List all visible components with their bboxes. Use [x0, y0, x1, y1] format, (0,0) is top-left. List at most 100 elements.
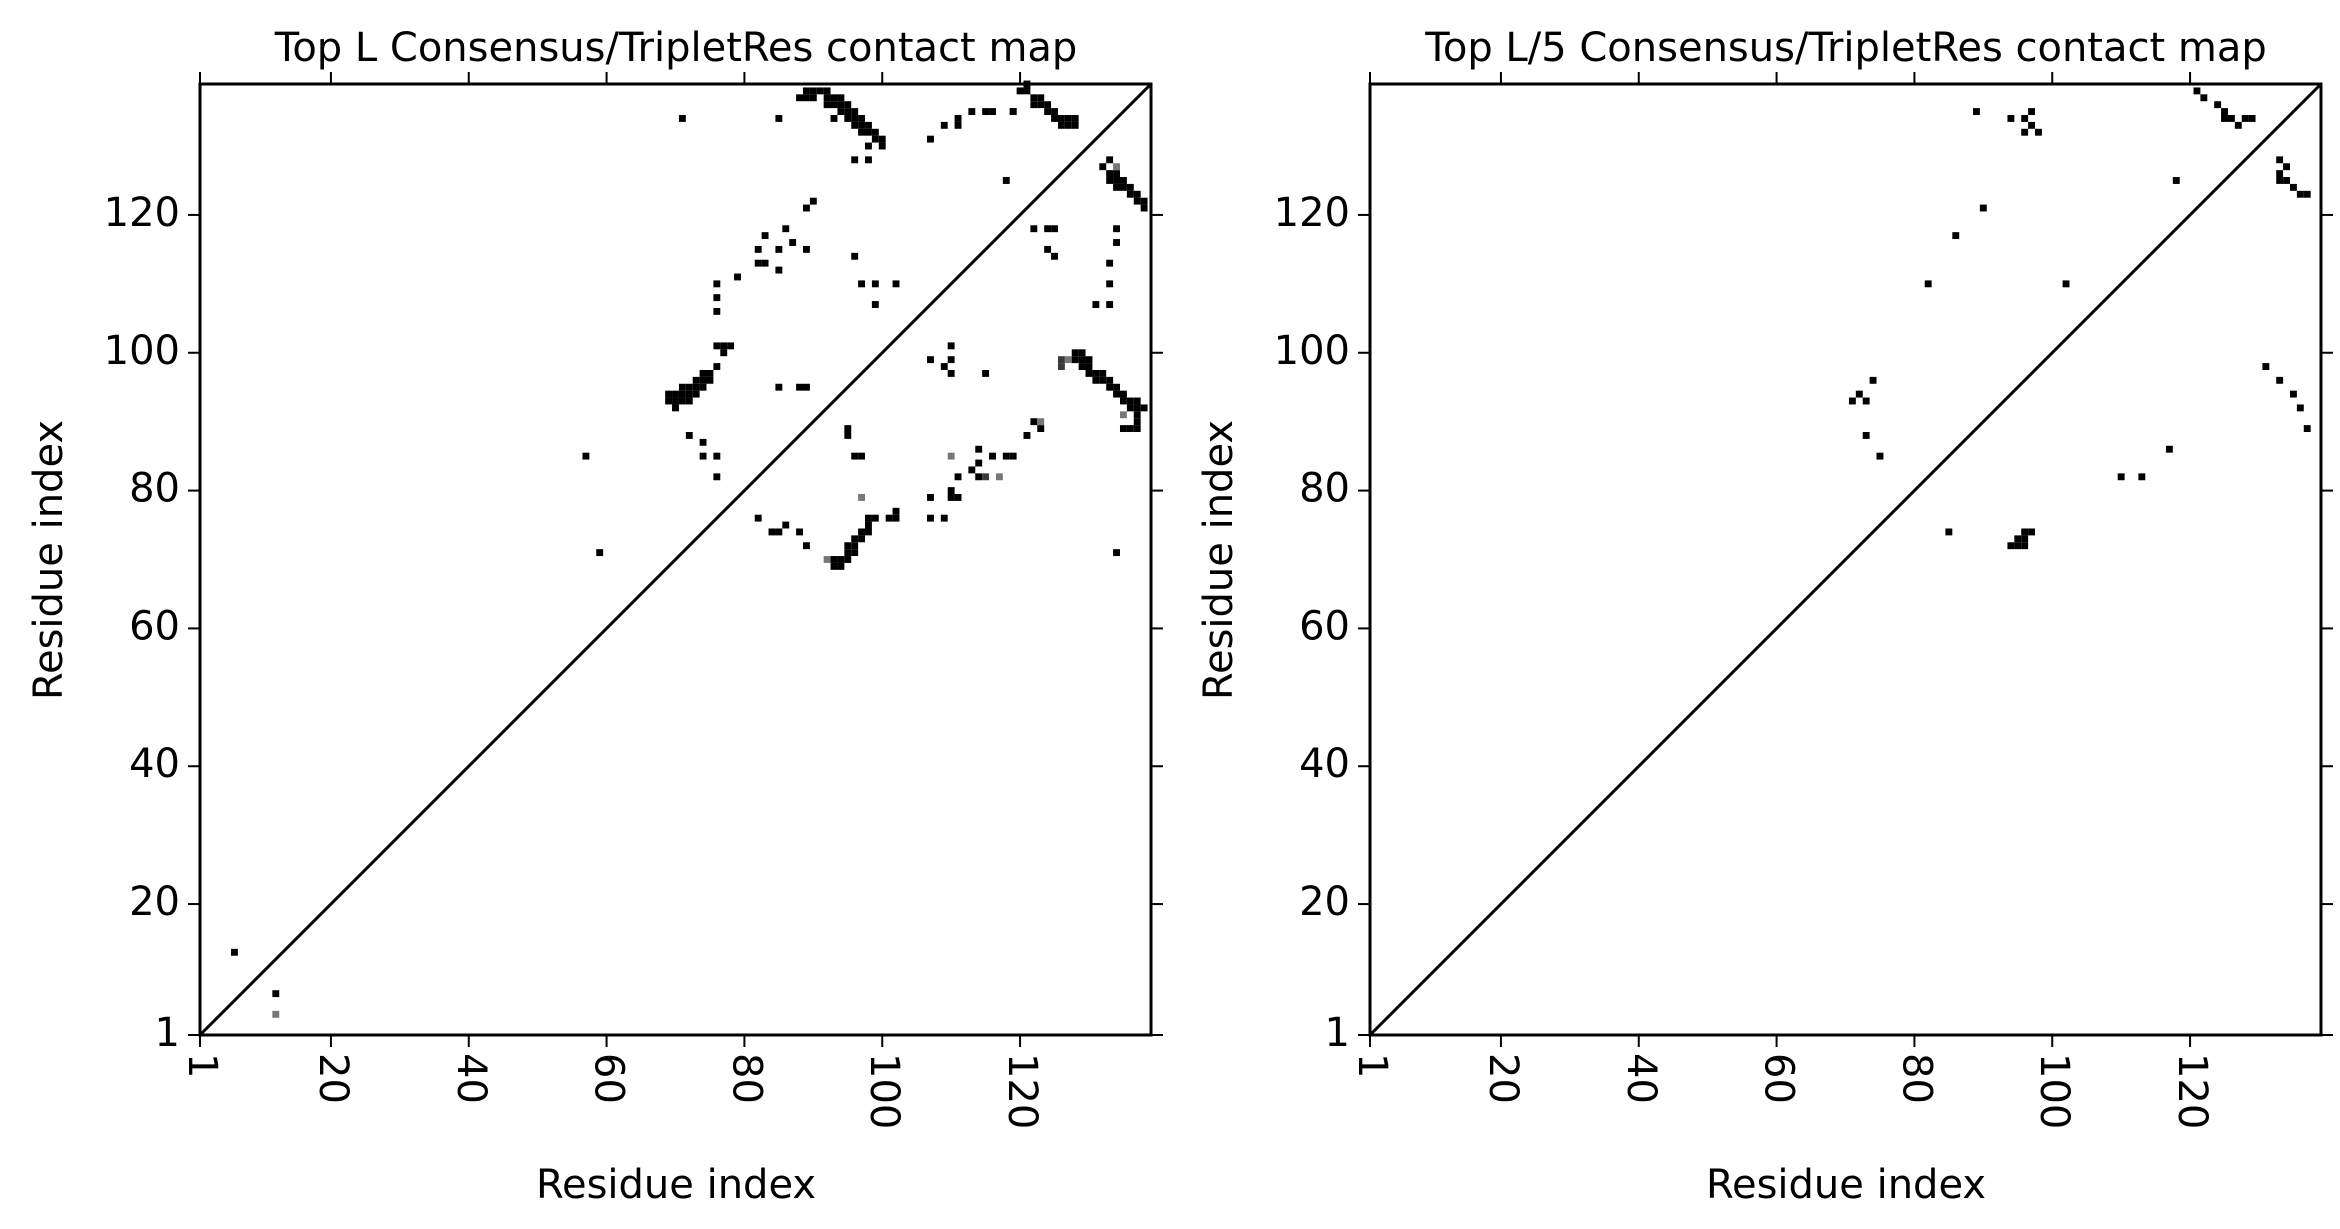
- lower-contact-cell: [858, 452, 866, 460]
- lower-contact-cell: [1106, 383, 1114, 391]
- lower-contact-cell: [844, 432, 852, 439]
- upper-contact-cell: [802, 94, 810, 102]
- upper-contact-cell: [954, 115, 962, 122]
- upper-contact-cell: [713, 452, 721, 460]
- lower-contact-cell: [865, 528, 872, 536]
- lower-contact-cell: [1085, 356, 1093, 364]
- lower-contact-cell: [1126, 190, 1134, 198]
- lower-contact-cell: [1092, 301, 1100, 308]
- upper-contact-cell: [713, 473, 721, 481]
- lower-contact-cell: [954, 494, 962, 501]
- lower-contact-cell: [1133, 197, 1141, 205]
- lower-contact-cell: [947, 356, 955, 364]
- upper-contact-cell: [789, 239, 797, 246]
- lower-contact-cell: [1113, 549, 1120, 557]
- lower-contact-cell: [995, 473, 1003, 481]
- upper-contact-cell: [830, 101, 838, 109]
- upper-contact-cell: [796, 94, 803, 102]
- right-contact-map-panel: Top L/5 Consensus/TripletRes contact map…: [1196, 25, 2333, 1208]
- upper-contact-cell: [672, 390, 679, 398]
- lower-contact-cell: [940, 363, 948, 370]
- x-axis-label: Residue index: [536, 1162, 816, 1208]
- lower-contact-cell: [1140, 204, 1148, 212]
- lower-contact-cell: [2165, 445, 2173, 453]
- lower-contact-cell: [1085, 369, 1093, 377]
- upper-contact-cell: [2221, 115, 2228, 122]
- upper-contact-cell: [837, 101, 845, 109]
- lower-contact-cell: [837, 562, 845, 570]
- upper-contact-cell: [2021, 115, 2029, 122]
- upper-contact-cell: [796, 383, 803, 391]
- lower-contact-cell: [1119, 425, 1127, 433]
- plot-frame: [1368, 82, 2323, 1037]
- upper-contact-cell: [713, 342, 721, 350]
- upper-contact-cell: [2200, 94, 2208, 102]
- upper-contact-cell: [2028, 121, 2036, 129]
- y-tick-label: 120: [1274, 190, 1350, 236]
- lower-contact-cell: [1140, 404, 1148, 412]
- lower-contact-cell: [947, 342, 955, 350]
- lower-contact-cell: [2276, 376, 2284, 384]
- lower-contact-cell: [1092, 369, 1100, 377]
- y-tick-label: 100: [104, 328, 180, 374]
- upper-contact-cell: [2227, 115, 2235, 122]
- upper-contact-cell: [844, 115, 852, 122]
- y-tick-label: 80: [129, 466, 180, 512]
- upper-contact-cell: [2028, 108, 2036, 116]
- y-tick-label: 60: [129, 603, 180, 649]
- lower-contact-cell: [754, 514, 762, 522]
- lower-contact-cell: [871, 514, 879, 522]
- upper-contact-cell: [2241, 115, 2249, 122]
- lower-contact-cell: [2303, 425, 2311, 433]
- upper-contact-cell: [1044, 108, 1052, 116]
- upper-contact-cell: [665, 397, 673, 405]
- lower-contact-cell: [927, 514, 934, 522]
- upper-contact-cell: [1952, 232, 1960, 240]
- upper-contact-cell: [2035, 128, 2042, 136]
- upper-contact-cell: [968, 108, 976, 116]
- x-tick-label: 20: [310, 1053, 356, 1104]
- upper-contact-cell: [837, 108, 845, 116]
- lower-contact-cell: [1119, 183, 1127, 191]
- x-tick-label: 120: [999, 1053, 1045, 1129]
- upper-contact-cell: [2214, 101, 2222, 109]
- upper-contact-cell: [830, 94, 838, 102]
- x-tick-label: 1: [1349, 1053, 1395, 1078]
- lower-contact-cell: [1119, 411, 1127, 419]
- chart-title: Top L Consensus/TripletRes contact map: [274, 25, 1078, 71]
- lower-contact-cell: [1106, 280, 1114, 288]
- lower-contact-cell: [837, 556, 845, 563]
- upper-contact-cell: [699, 438, 707, 446]
- lower-contact-cell: [1133, 425, 1141, 433]
- lower-contact-cell: [782, 521, 790, 529]
- upper-contact-cell: [823, 87, 831, 95]
- upper-contact-cell: [678, 383, 686, 391]
- upper-contact-cell: [851, 115, 859, 122]
- upper-contact-cell: [858, 128, 866, 136]
- lower-contact-cell: [865, 514, 872, 522]
- lower-contact-cell: [1113, 225, 1120, 233]
- lower-contact-cell: [1133, 190, 1141, 198]
- upper-contact-cell: [582, 452, 590, 460]
- upper-contact-cell: [954, 121, 962, 129]
- lower-contact-cell: [823, 556, 831, 563]
- lower-contact-cell: [2014, 535, 2022, 543]
- lower-contact-cell: [851, 535, 859, 543]
- upper-contact-cell: [1051, 225, 1058, 233]
- upper-contact-cell: [1876, 452, 1884, 460]
- lower-contact-cell: [1119, 390, 1127, 398]
- upper-contact-cell: [2007, 115, 2015, 122]
- upper-contact-cell: [272, 1010, 280, 1018]
- lower-contact-cell: [1126, 404, 1134, 412]
- upper-contact-cell: [1051, 115, 1058, 122]
- upper-contact-cell: [940, 121, 948, 129]
- y-tick-label: 120: [104, 190, 180, 236]
- upper-contact-cell: [692, 383, 700, 391]
- x-tick-label: 100: [2031, 1053, 2077, 1129]
- lower-contact-cell: [1009, 452, 1017, 460]
- lower-contact-cell: [1133, 411, 1141, 419]
- lower-contact-cell: [1126, 425, 1134, 433]
- lower-contact-cell: [2289, 183, 2297, 191]
- lower-contact-cell: [927, 356, 934, 364]
